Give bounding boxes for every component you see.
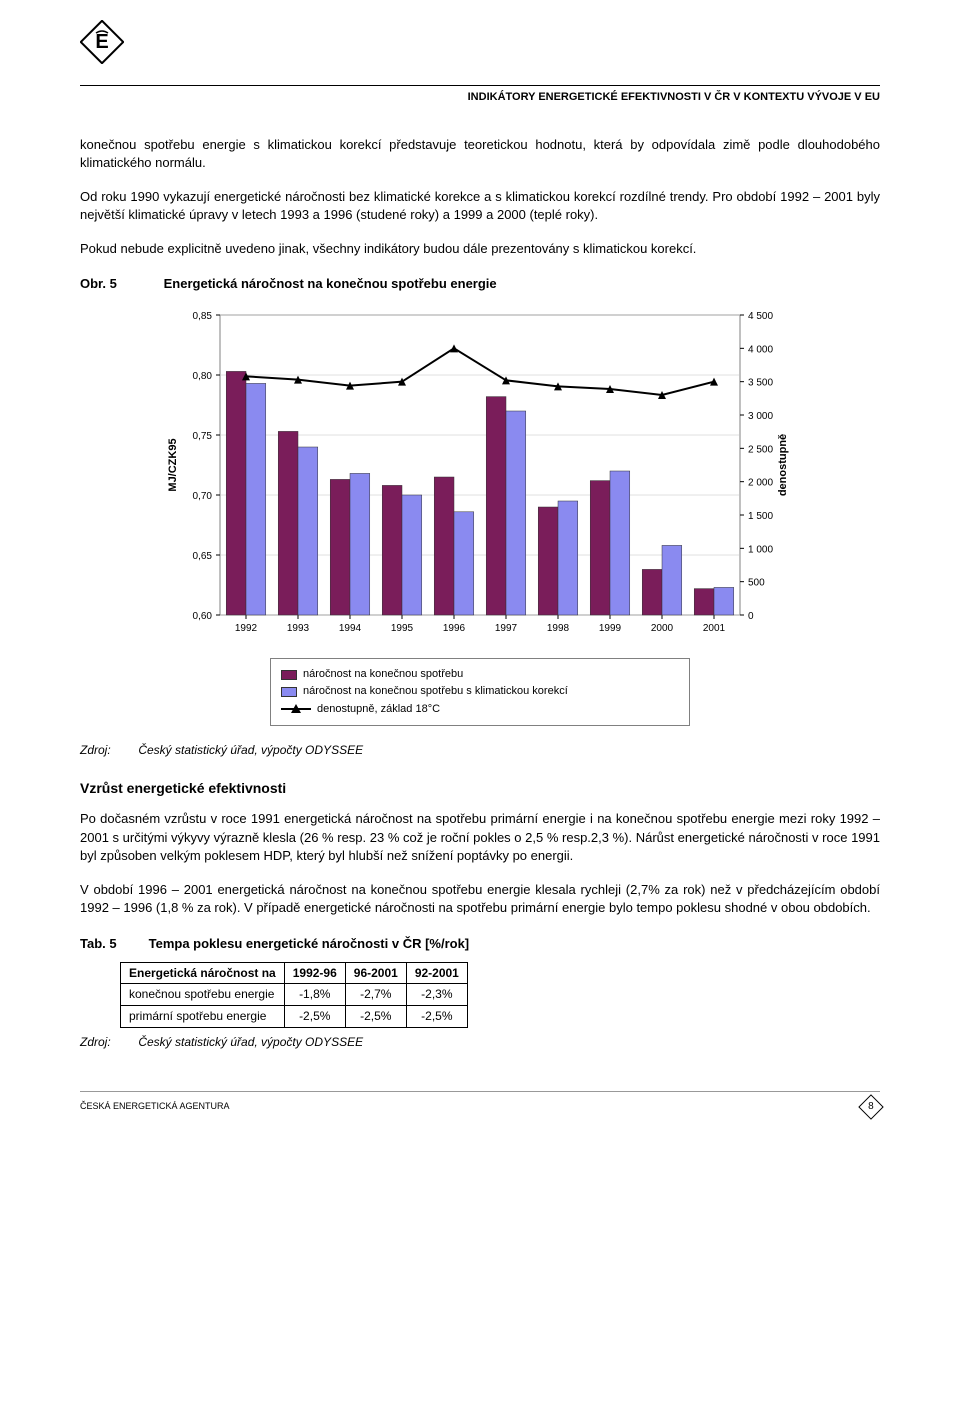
figure-source: Zdroj: Český statistický úřad, výpočty O…: [80, 742, 880, 759]
svg-text:1999: 1999: [599, 623, 622, 634]
svg-text:2000: 2000: [651, 623, 674, 634]
source-label: Zdroj:: [80, 1034, 135, 1051]
svg-text:1995: 1995: [391, 623, 414, 634]
svg-text:500: 500: [748, 577, 765, 588]
svg-text:0,85: 0,85: [193, 311, 213, 322]
svg-text:3 500: 3 500: [748, 377, 773, 388]
table-header-cell: 92-2001: [406, 962, 467, 984]
chart-legend: náročnost na konečnou spotřebu náročnost…: [270, 658, 690, 726]
figure-title: Energetická náročnost na konečnou spotře…: [164, 276, 497, 291]
svg-text:MJ/CZK95: MJ/CZK95: [167, 438, 179, 491]
source-label: Zdroj:: [80, 742, 135, 759]
logo-diamond: E: [80, 20, 880, 69]
paragraph-5: V období 1996 – 2001 energetická náročno…: [80, 881, 880, 917]
svg-text:2001: 2001: [703, 623, 726, 634]
table-row: konečnou spotřebu energie -1,8% -2,7% -2…: [121, 984, 468, 1006]
table-source: Zdroj: Český statistický úřad, výpočty O…: [80, 1034, 880, 1051]
table-title: Tempa poklesu energetické náročnosti v Č…: [149, 936, 470, 951]
section-heading: Vzrůst energetické efektivnosti: [80, 779, 880, 799]
legend-label-3: denostupně, základ 18°C: [317, 702, 440, 717]
table-cell: -1,8%: [284, 984, 345, 1006]
svg-text:1993: 1993: [287, 623, 310, 634]
svg-text:0,70: 0,70: [193, 491, 213, 502]
table-header-cell: 96-2001: [345, 962, 406, 984]
svg-text:1998: 1998: [547, 623, 570, 634]
paragraph-2: Od roku 1990 vykazují energetické náročn…: [80, 188, 880, 224]
paragraph-1: konečnou spotřebu energie s klimatickou …: [80, 136, 880, 172]
page-number: 8: [868, 1100, 874, 1114]
svg-text:3 000: 3 000: [748, 411, 773, 422]
legend-swatch-2: [281, 687, 297, 697]
table-cell: -2,7%: [345, 984, 406, 1006]
chart-container: 0,60 0,65 0,70 0,75 0,80 0,85 0 500 1 000 1 500 2 …: [160, 305, 800, 650]
table-cell: -2,3%: [406, 984, 467, 1006]
page-number-diamond: 8: [858, 1094, 883, 1119]
svg-text:denostupně: denostupně: [777, 434, 789, 496]
table-header-cell: Energetická náročnost na: [121, 962, 285, 984]
bar-line-chart: 0,60 0,65 0,70 0,75 0,80 0,85 0 500 1 000 1 500 2 …: [160, 305, 800, 645]
table-header-row: Energetická náročnost na 1992-96 96-2001…: [121, 962, 468, 984]
page-footer: ČESKÁ ENERGETICKÁ AGENTURA 8: [80, 1091, 880, 1116]
legend-swatch-1: [281, 670, 297, 680]
legend-item-2: náročnost na konečnou spotřebu s klimati…: [281, 684, 679, 699]
table-cell: primární spotřebu energie: [121, 1006, 285, 1028]
table-row: primární spotřebu energie -2,5% -2,5% -2…: [121, 1006, 468, 1028]
svg-text:1994: 1994: [339, 623, 362, 634]
svg-text:0,75: 0,75: [193, 431, 213, 442]
legend-label-1: náročnost na konečnou spotřebu: [303, 667, 463, 682]
svg-text:0,60: 0,60: [193, 611, 213, 622]
legend-item-3: denostupně, základ 18°C: [281, 702, 679, 717]
svg-text:0,80: 0,80: [193, 371, 213, 382]
legend-line-marker: [281, 702, 311, 716]
svg-text:1 500: 1 500: [748, 511, 773, 522]
paragraph-3: Pokud nebude explicitně uvedeno jinak, v…: [80, 240, 880, 258]
svg-text:0,65: 0,65: [193, 551, 213, 562]
svg-text:1992: 1992: [235, 623, 258, 634]
svg-text:2 000: 2 000: [748, 477, 773, 488]
paragraph-4: Po dočasném vzrůstu v roce 1991 energeti…: [80, 810, 880, 865]
page-header-title: INDIKÁTORY ENERGETICKÉ EFEKTIVNOSTI V ČR…: [80, 90, 880, 105]
source-text: Český statistický úřad, výpočty ODYSSEE: [138, 743, 363, 757]
svg-text:4 500: 4 500: [748, 311, 773, 322]
table-cell: -2,5%: [345, 1006, 406, 1028]
svg-text:2 500: 2 500: [748, 444, 773, 455]
svg-text:0: 0: [748, 611, 754, 622]
legend-item-1: náročnost na konečnou spotřebu: [281, 667, 679, 682]
footer-agency: ČESKÁ ENERGETICKÁ AGENTURA: [80, 1100, 230, 1113]
svg-text:4 000: 4 000: [748, 344, 773, 355]
table-cell: konečnou spotřebu energie: [121, 984, 285, 1006]
source-text: Český statistický úřad, výpočty ODYSSEE: [138, 1035, 363, 1049]
svg-text:1997: 1997: [495, 623, 518, 634]
table-cell: -2,5%: [284, 1006, 345, 1028]
table-header-cell: 1992-96: [284, 962, 345, 984]
figure-number: Obr. 5: [80, 275, 160, 293]
figure-label: Obr. 5 Energetická náročnost na konečnou…: [80, 275, 880, 293]
table-number: Tab. 5: [80, 935, 145, 953]
svg-text:E: E: [95, 31, 108, 53]
svg-text:1 000: 1 000: [748, 544, 773, 555]
table-label: Tab. 5 Tempa poklesu energetické náročno…: [80, 935, 880, 953]
legend-label-2: náročnost na konečnou spotřebu s klimati…: [303, 684, 568, 699]
svg-text:1996: 1996: [443, 623, 466, 634]
header-rule: [80, 85, 880, 86]
data-table: Energetická náročnost na 1992-96 96-2001…: [120, 962, 468, 1028]
table-cell: -2,5%: [406, 1006, 467, 1028]
